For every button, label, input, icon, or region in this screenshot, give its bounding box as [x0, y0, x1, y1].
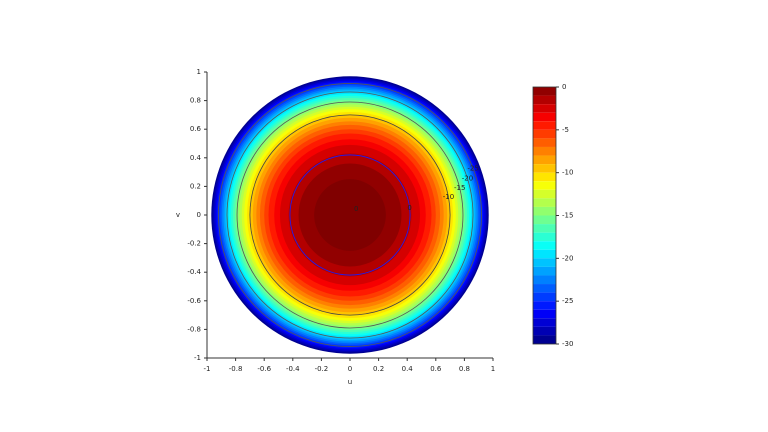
colorbar-swatch — [533, 172, 556, 182]
colorbar-swatch — [533, 232, 556, 242]
colorbar-tick-label: -20 — [562, 254, 573, 262]
colorbar-swatch — [533, 164, 556, 173]
x-tick-label: 0.2 — [373, 365, 384, 373]
contour-label: -10 — [443, 193, 454, 201]
colorbar-swatch — [533, 146, 556, 156]
y-tick-label: 0.2 — [190, 182, 201, 190]
x-tick-label: -0.6 — [257, 365, 271, 373]
y-tick-label: 0.4 — [190, 154, 202, 162]
contour-label: -20 — [462, 175, 473, 183]
x-tick-label: 0.4 — [402, 365, 414, 373]
colorbar-swatch — [533, 284, 556, 293]
colorbar-tick-label: -30 — [562, 340, 573, 348]
x-tick-label: -0.2 — [315, 365, 329, 373]
colorbar-swatch — [533, 318, 556, 327]
contour-line — [236, 101, 464, 329]
y-tick-label: 0 — [197, 211, 201, 219]
y-tick-label: -0.2 — [187, 240, 201, 248]
x-tick-label: -0.8 — [229, 365, 243, 373]
colorbar-swatch — [533, 335, 556, 344]
contour-line — [218, 83, 482, 347]
contour-label: -15 — [454, 184, 465, 192]
y-tick-label: 0.8 — [190, 97, 201, 105]
x-tick-label: -0.4 — [286, 365, 300, 373]
contour-label: 0 — [354, 205, 358, 213]
colorbar-swatch — [533, 87, 556, 96]
colorbar-swatch — [533, 224, 556, 233]
filled-contour-band — [314, 179, 386, 251]
colorbar-tick-label: -25 — [562, 297, 573, 305]
colorbar-swatch — [533, 189, 556, 199]
colorbar-swatch — [533, 326, 556, 336]
colorbar-swatch — [533, 309, 556, 319]
colorbar-tick-label: -5 — [562, 126, 569, 134]
contour-label: 0 — [407, 204, 411, 212]
colorbar-swatch — [533, 155, 556, 165]
x-tick-label: 0.8 — [459, 365, 470, 373]
y-tick-label: 1 — [197, 68, 201, 76]
colorbar-swatch — [533, 121, 556, 130]
colorbar-swatch — [533, 138, 556, 147]
colorbar-swatch — [533, 258, 556, 267]
x-tick-label: 1 — [491, 365, 495, 373]
colorbar-swatch — [533, 301, 556, 310]
y-tick-label: -0.4 — [187, 268, 201, 276]
colorbar-swatch — [533, 181, 556, 190]
y-tick-label: -1 — [194, 354, 201, 362]
x-tick-label: 0.6 — [430, 365, 442, 373]
x-tick-label: -1 — [204, 365, 211, 373]
colorbar-swatch — [533, 215, 556, 225]
colorbar-swatch — [533, 129, 556, 139]
colorbar-tick-label: -10 — [562, 169, 573, 177]
colorbar-swatch — [533, 275, 556, 285]
y-axis-label: v — [176, 211, 180, 219]
contour-label: -25 — [467, 165, 478, 173]
x-axis-label: u — [348, 378, 352, 386]
colorbar-swatch — [533, 95, 556, 105]
colorbar-swatch — [533, 249, 556, 259]
contour-line — [226, 91, 474, 339]
colorbar-swatch — [533, 266, 556, 276]
colorbar-tick-label: 0 — [562, 83, 566, 91]
colorbar-swatch — [533, 241, 556, 250]
y-tick-label: -0.8 — [187, 325, 201, 333]
contour-line — [289, 154, 411, 276]
colorbar-tick-label: -15 — [562, 212, 573, 220]
x-tick-label: 0 — [348, 365, 352, 373]
colorbar-swatch — [533, 292, 556, 302]
colorbar-swatch — [533, 206, 556, 216]
colorbar-swatch — [533, 104, 556, 113]
y-tick-label: 0.6 — [190, 125, 202, 133]
y-tick-label: -0.6 — [187, 297, 201, 305]
colorbar-swatch — [533, 198, 556, 207]
contour-line — [249, 114, 451, 316]
colorbar-swatch — [533, 112, 556, 122]
